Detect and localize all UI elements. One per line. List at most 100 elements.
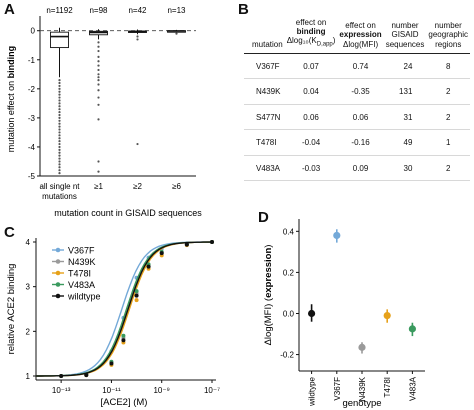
- box-outlier: [97, 79, 100, 82]
- x-tick-label: 10⁻⁷: [204, 386, 220, 395]
- data-point-wildtype: [146, 264, 151, 269]
- box-outlier: [97, 68, 100, 72]
- box-outlier: [58, 93, 61, 96]
- mutation-table: mutation effect on binding Δlog₁₀(KD,app…: [244, 18, 470, 182]
- x-tick-label: 10⁻⁹: [153, 386, 170, 395]
- cell-expression: 0.06: [337, 104, 384, 131]
- y-tick-label: 2: [26, 327, 31, 336]
- box-outlier: [97, 49, 100, 53]
- x-tick-label: 10⁻¹³: [52, 386, 71, 395]
- x-tick-label: 10⁻¹¹: [102, 386, 121, 395]
- y-tick-label: -2: [28, 85, 36, 94]
- cell-expression: 0.09: [337, 155, 384, 182]
- point-wildtype: [308, 309, 316, 318]
- box-outlier: [58, 110, 61, 114]
- legend-marker: [55, 293, 61, 299]
- box-outlier: [97, 96, 100, 99]
- cell-expression: -0.35: [337, 78, 384, 105]
- x-tick-label: wildtype: [308, 376, 317, 406]
- box-outlier: [58, 122, 61, 125]
- box-outlier: [58, 96, 61, 99]
- cell-regions: 2: [426, 78, 470, 105]
- y-tick-label: 0.4: [283, 227, 295, 236]
- col-header-mutation: mutation: [244, 18, 285, 54]
- panel-letter-c: C: [4, 224, 15, 241]
- col-header-sequences: number GISAID sequences: [383, 18, 427, 54]
- count-label: n=13: [167, 6, 186, 15]
- x-tick-label: mutations: [42, 192, 77, 201]
- x-tick-label: V367F: [333, 377, 342, 401]
- y-tick-label: -0.2: [280, 351, 294, 360]
- box-outlier: [97, 76, 100, 79]
- box-outlier: [58, 128, 61, 131]
- box-outlier: [97, 118, 100, 121]
- legend-label: T478I: [68, 269, 91, 279]
- cell-sequences: 31: [383, 104, 427, 131]
- box-outlier: [58, 87, 61, 90]
- y-tick-label: 3: [26, 283, 31, 292]
- box-outlier: [136, 35, 139, 38]
- box-outlier: [136, 142, 139, 146]
- box-outlier: [58, 137, 61, 140]
- box-outlier: [58, 116, 61, 119]
- box-outlier: [58, 157, 61, 160]
- box-outlier: [58, 142, 61, 146]
- box-outlier: [58, 105, 61, 108]
- expression-dotplot: 0.4 0.2 0.0 -0.2 wildtype V367F N439K T478I V483…: [263, 219, 425, 409]
- box-outlier: [58, 151, 61, 154]
- data-point-wildtype: [210, 240, 214, 244]
- panel-letter-d: D: [258, 209, 269, 226]
- x-tick-label: N439K: [358, 376, 367, 401]
- y-axis-label: Δlog(MFI) (expression): [263, 245, 274, 346]
- x-tick-label: all single nt: [39, 182, 80, 191]
- legend-label: N439K: [68, 257, 96, 267]
- panel-letter-a: A: [4, 1, 15, 18]
- y-tick-label: 0: [31, 27, 36, 36]
- data-point-v483a: [121, 333, 126, 338]
- table-row: T478I -0.04 -0.16 49 1: [244, 129, 470, 156]
- box-outlier: [58, 102, 61, 105]
- box-outlier: [58, 160, 61, 163]
- count-label: n=42: [128, 6, 147, 15]
- col-header-expression: effect on expression Δlog(MFI): [337, 18, 384, 54]
- cell-binding: 0.04: [284, 78, 338, 105]
- col-header-binding: effect on binding Δlog₁₀(KD,app): [284, 18, 338, 54]
- cell-regions: 1: [426, 129, 470, 156]
- table-row: N439K 0.04 -0.35 131 2: [244, 78, 470, 105]
- legend-label: wildtype: [67, 292, 101, 302]
- box-outlier: [58, 169, 61, 172]
- y-tick-label: 0.2: [283, 268, 295, 277]
- cell-mutation: S477N: [244, 104, 285, 131]
- legend-label: V367F: [68, 246, 95, 256]
- box-outlier: [97, 89, 100, 92]
- box-outlier: [58, 81, 61, 85]
- y-tick-label: -1: [28, 56, 36, 65]
- cell-expression: 0.74: [337, 53, 384, 80]
- cell-sequences: 49: [383, 129, 427, 156]
- point-v367f: [333, 231, 341, 240]
- table-row: V367F 0.07 0.74 24 8: [244, 53, 470, 80]
- cell-regions: 2: [426, 104, 470, 131]
- box-outlier: [58, 148, 61, 151]
- box-outlier: [136, 38, 139, 41]
- table-row: S477N 0.06 0.06 31 2: [244, 104, 470, 131]
- data-point-v483a: [134, 289, 139, 294]
- x-tick-label: T478I: [383, 377, 392, 397]
- box-outlier: [97, 55, 100, 58]
- data-point-wildtype: [109, 361, 114, 366]
- panel-letter-b: B: [238, 1, 249, 18]
- data-point-wildtype: [134, 293, 139, 298]
- box-outlier: [175, 32, 178, 35]
- point-n439k: [358, 343, 366, 351]
- data-point-wildtype: [159, 251, 164, 256]
- box-outlier: [58, 113, 61, 117]
- box-iqr: [50, 31, 69, 49]
- y-axis-label: mutation effect on binding: [6, 46, 16, 152]
- legend-marker: [55, 259, 61, 264]
- cell-sequences: 24: [383, 53, 427, 80]
- legend-marker: [55, 282, 61, 287]
- box-outlier: [97, 83, 100, 86]
- y-tick-label: -3: [28, 114, 36, 123]
